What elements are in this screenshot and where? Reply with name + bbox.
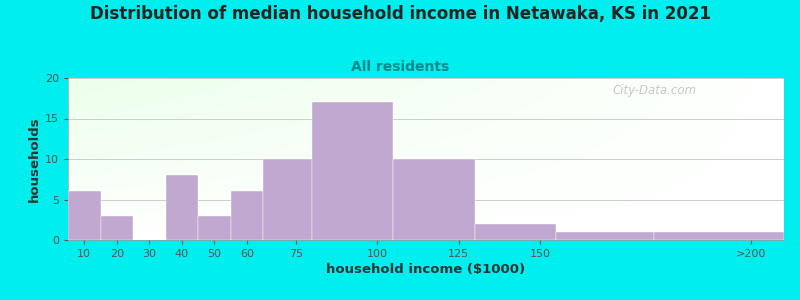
Bar — [312, 102, 394, 240]
Bar — [475, 224, 556, 240]
Bar — [68, 191, 101, 240]
Bar — [198, 216, 230, 240]
Bar — [556, 232, 654, 240]
X-axis label: household income ($1000): household income ($1000) — [326, 263, 526, 276]
Bar — [166, 175, 198, 240]
Bar — [230, 191, 263, 240]
Text: City-Data.com: City-Data.com — [612, 85, 696, 98]
Bar — [101, 216, 133, 240]
Bar — [263, 159, 312, 240]
Bar — [394, 159, 475, 240]
Text: All residents: All residents — [351, 60, 449, 74]
Bar — [654, 232, 784, 240]
Text: Distribution of median household income in Netawaka, KS in 2021: Distribution of median household income … — [90, 4, 710, 22]
Y-axis label: households: households — [28, 116, 41, 202]
